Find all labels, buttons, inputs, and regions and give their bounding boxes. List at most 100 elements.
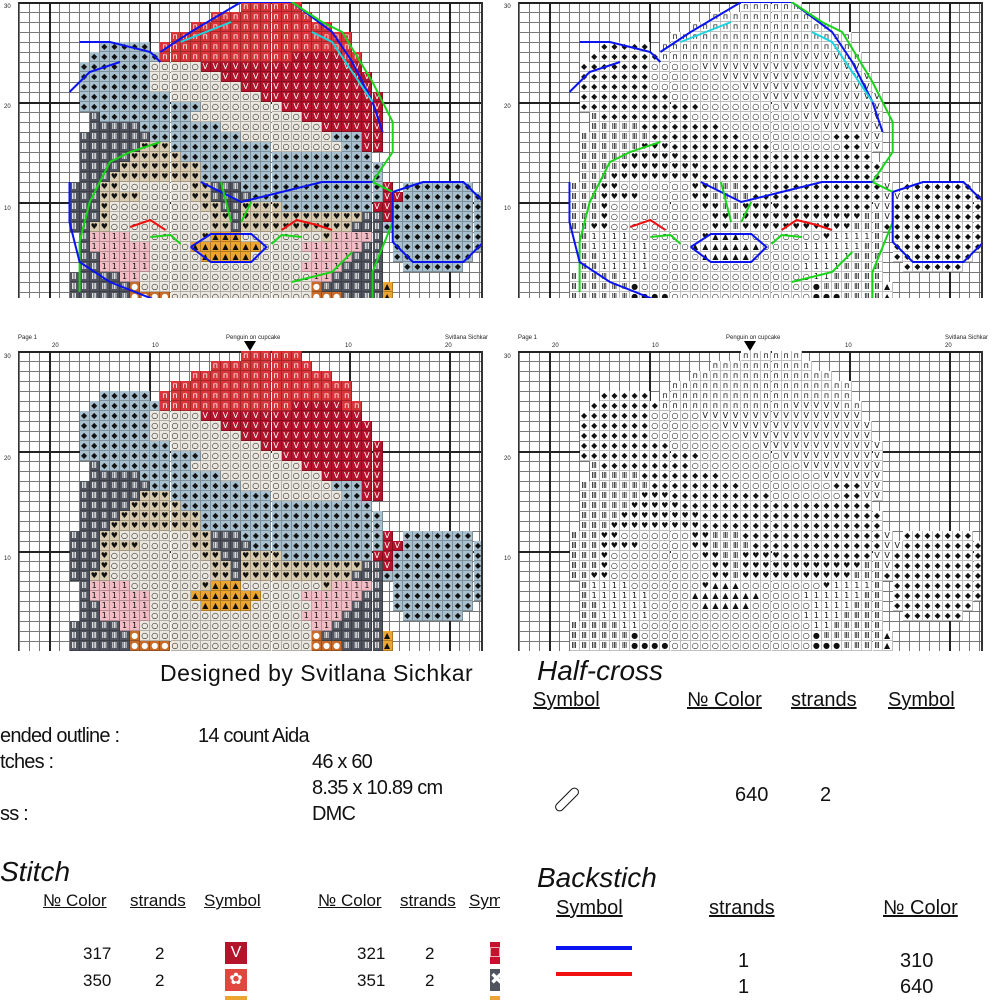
stitch-cell: ◆	[589, 421, 600, 431]
stitch-cell: ○	[670, 561, 681, 571]
stitch-cell: ◆	[741, 491, 752, 501]
stitch-cell: ◆	[463, 202, 474, 212]
stitch-cell: V	[791, 72, 802, 82]
stitch-cell: Ⅲ	[79, 541, 90, 551]
stitch-cell: ♥	[670, 152, 681, 162]
stitch-cell: ○	[301, 621, 312, 631]
stitch-cell: п	[741, 12, 752, 22]
stitch-cell: ◆	[453, 252, 464, 262]
stitch-cell: ○	[170, 541, 181, 551]
stitch-cell: V	[342, 62, 353, 72]
stitch-cell: ♥	[210, 561, 221, 571]
stitch-cell: ♥	[190, 521, 201, 531]
stitch-cell: ▲	[882, 292, 893, 298]
stitch-cell: ◆	[953, 212, 964, 222]
stitch-cell: Ⅲ	[842, 272, 853, 282]
stitch-cell: ◆	[690, 451, 701, 461]
stitch-cell: ◆	[281, 531, 292, 541]
stitch-cell: Ⅲ	[231, 561, 242, 571]
stitch-cell: ◆	[412, 212, 423, 222]
stitch-cell: п	[241, 401, 252, 411]
stitch-cell: ◆	[923, 182, 933, 192]
stitch-cell: ◆	[630, 451, 641, 461]
stitch-cell: ◆	[322, 182, 332, 192]
stitch-cell: ○	[130, 561, 141, 571]
stitch-cell: ◆	[120, 72, 130, 82]
stitch-cell: V	[352, 461, 363, 471]
stitch-cell: ○	[210, 282, 221, 292]
stitch-cell: п	[271, 2, 282, 12]
stitch-cell: ♥	[120, 541, 130, 551]
stitch-cell: V	[832, 411, 843, 421]
stitch-cell: ○	[680, 591, 691, 601]
stitch-cell: V	[261, 92, 272, 102]
stitch-cell: ◆	[352, 162, 363, 172]
stitch-cell: V	[882, 202, 893, 212]
stitch-cell: Ⅲ	[589, 172, 600, 182]
stitch-cell: ○	[311, 132, 322, 142]
stitch-cell: ○	[221, 262, 231, 272]
stitch-cell: п	[751, 2, 762, 12]
stitch-cell: ○	[791, 132, 802, 142]
stitch-cell: ◆	[200, 491, 211, 501]
stitch-cell: ○	[251, 451, 262, 461]
stitch-cell: ♥	[261, 202, 272, 212]
stitch-cell: Ⅲ	[599, 501, 610, 511]
stitch-cell: п	[301, 12, 312, 22]
stitch-cell: ○	[731, 272, 742, 282]
stitch-cell: п	[741, 2, 752, 12]
stitch-cell: ●	[150, 292, 161, 298]
stitch-cell: 1	[322, 242, 332, 252]
stitch-cell: V	[761, 62, 772, 72]
stitch-cell: ○	[801, 122, 812, 132]
stitch-cell: п	[680, 52, 691, 62]
stitch-cell: ◆	[79, 92, 90, 102]
stitch-cell: V	[811, 82, 822, 92]
stitch-cell: ○	[180, 192, 191, 202]
stitch-cell: Ⅲ	[862, 621, 873, 631]
stitch-cell: ○	[160, 611, 171, 621]
stitch-cell: ◆	[862, 501, 873, 511]
stitch-cell: Ⅲ	[79, 501, 90, 511]
stitch-cell: ◆	[680, 152, 691, 162]
stitch-cell: п	[761, 371, 772, 381]
stitch-cell: ◆	[221, 511, 231, 521]
stitch-cell: V	[700, 62, 711, 72]
stitch-cell: п	[721, 12, 731, 22]
stitch-cell: ◆	[412, 232, 423, 242]
stitch-cell: V	[832, 421, 843, 431]
stitch-cell: ◆	[322, 511, 332, 521]
stitch-cell: ○	[721, 431, 731, 441]
stitch-cell: ○	[291, 621, 302, 631]
stitch-cell: Ⅲ	[579, 292, 590, 298]
stitch-cell: ◆	[392, 202, 403, 212]
stitch-cell: ○	[791, 232, 802, 242]
stitch-cell: ◆	[120, 112, 130, 122]
stitch-cell: V	[862, 112, 873, 122]
stitch-cell: Ⅲ	[579, 631, 590, 641]
stitch-cell: V	[832, 52, 843, 62]
stitch-cell: ◆	[832, 152, 843, 162]
stitch-cell: ▲	[200, 252, 211, 262]
stitch-cell: п	[170, 401, 181, 411]
stitch-cell: ○	[170, 242, 181, 252]
stitch-cell: ○	[751, 581, 762, 591]
stitch-cell: ◆	[99, 102, 110, 112]
stitch-cell: ◆	[781, 182, 792, 192]
stitch-cell: ◆	[412, 591, 423, 601]
cross-stitch-title: Stitch	[0, 856, 71, 887]
stitch-cell: ♥	[322, 571, 332, 581]
stitch-cell: Ⅲ	[69, 202, 80, 212]
half-stitch-icon	[553, 785, 581, 814]
stitch-cell: ◆	[953, 182, 964, 192]
stitch-cell: ◆	[342, 192, 353, 202]
stitch-cell: Ⅲ	[89, 162, 100, 172]
stitch-cell: ○	[700, 72, 711, 82]
stitch-cell: ◆	[852, 491, 863, 501]
stitch-cell: ○	[190, 611, 201, 621]
stitch-cell: V	[322, 92, 332, 102]
stitch-cell: ◆	[761, 521, 772, 531]
stitch-cell: ○	[150, 232, 161, 242]
stitch-cell: ◆	[933, 192, 944, 202]
stitch-cell: ♥	[190, 162, 201, 172]
